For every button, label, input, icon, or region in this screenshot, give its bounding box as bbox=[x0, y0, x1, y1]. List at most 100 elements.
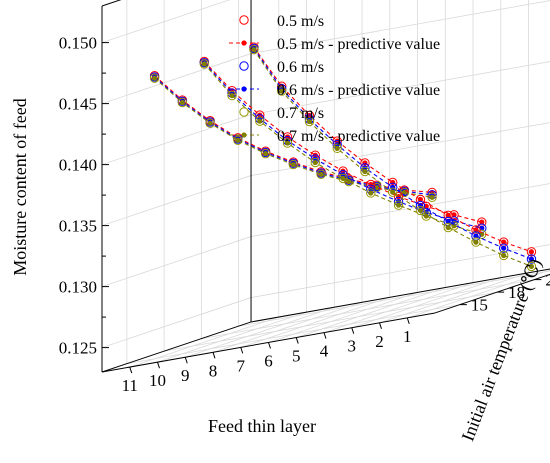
legend-label: 0.5 m/s bbox=[277, 13, 324, 30]
grid-layer bbox=[101, 0, 550, 368]
observed-point bbox=[415, 205, 426, 216]
predicted-point bbox=[318, 171, 324, 177]
axis-box-edge bbox=[101, 321, 252, 373]
predicted-point bbox=[445, 218, 451, 224]
y-tick-label: 15 bbox=[471, 296, 488, 315]
z-tick-label: 0.125 bbox=[59, 339, 97, 358]
observed-point bbox=[526, 247, 537, 257]
predicted-point bbox=[362, 165, 368, 171]
observed-point bbox=[393, 200, 404, 210]
observed-point bbox=[277, 86, 287, 96]
legend-label: 0.6 m/s - predictive value bbox=[277, 82, 440, 99]
legend-dot-swatch bbox=[241, 86, 247, 92]
predicted-point bbox=[306, 112, 313, 119]
legend-circle-swatch bbox=[239, 61, 249, 71]
x-tick-mark bbox=[240, 347, 244, 354]
axis-box-edge bbox=[101, 0, 122, 7]
predicted-point bbox=[257, 112, 263, 118]
predicted-point bbox=[528, 263, 535, 270]
axis-box-edge bbox=[250, 268, 550, 323]
observed-point bbox=[304, 116, 315, 127]
x-tick-label: 10 bbox=[149, 371, 166, 390]
predicted-point bbox=[362, 168, 368, 175]
predicted-point bbox=[340, 175, 346, 181]
predicted-point bbox=[362, 160, 368, 166]
observed-point bbox=[249, 44, 259, 55]
floor-gridline bbox=[164, 291, 498, 352]
x-tick-label: 6 bbox=[264, 351, 273, 370]
legend-dot-swatch bbox=[241, 40, 247, 46]
predicted-series-line bbox=[203, 62, 482, 229]
floor-gridline bbox=[126, 304, 460, 365]
predicted-point bbox=[417, 202, 424, 209]
side-wall-gridline bbox=[101, 175, 252, 226]
predicted-point bbox=[528, 256, 535, 262]
predicted-point bbox=[306, 118, 313, 125]
predicted-point bbox=[312, 156, 318, 162]
observed-point bbox=[205, 118, 215, 128]
predicted-point bbox=[501, 239, 507, 245]
observed-point bbox=[499, 250, 509, 261]
predicted-point bbox=[257, 118, 263, 124]
side-wall-gridline bbox=[101, 0, 231, 43]
predicted-point bbox=[473, 233, 479, 239]
predicted-point bbox=[279, 88, 285, 94]
y-axis-label: Initial air temperature (℃) bbox=[457, 256, 546, 444]
predicted-series-line bbox=[253, 49, 532, 267]
observed-point bbox=[282, 138, 293, 148]
z-tick-label: 0.135 bbox=[59, 217, 97, 236]
z-tick-label: 0.130 bbox=[59, 278, 97, 297]
predicted-point bbox=[479, 219, 485, 225]
observed-point bbox=[177, 97, 188, 108]
predicted-point bbox=[229, 92, 235, 99]
x-tick-mark bbox=[406, 317, 410, 325]
legend-label: 0.6 m/s bbox=[277, 59, 324, 76]
predicted-point bbox=[284, 140, 291, 146]
x-tick-label: 9 bbox=[181, 366, 190, 385]
predicted-point bbox=[312, 159, 318, 166]
predicted-point bbox=[445, 224, 451, 231]
legend-dot-swatch bbox=[241, 132, 247, 138]
predicted-point bbox=[395, 202, 402, 208]
x-tick-mark bbox=[295, 337, 299, 344]
x-tick-mark bbox=[351, 327, 355, 334]
predicted-point bbox=[417, 207, 424, 214]
y-tick-label: 21 bbox=[545, 271, 550, 290]
x-tick-label: 1 bbox=[403, 327, 412, 346]
observed-point bbox=[199, 59, 209, 69]
x-tick-label: 4 bbox=[320, 342, 329, 361]
x-tick-mark bbox=[323, 332, 327, 339]
predicted-point bbox=[312, 152, 318, 158]
x-tick-mark bbox=[379, 322, 382, 329]
x-tick-mark bbox=[184, 357, 188, 364]
side-wall-gridline bbox=[101, 114, 252, 165]
observed-point bbox=[526, 254, 537, 264]
predicted-point bbox=[251, 47, 257, 53]
predicted-point bbox=[429, 194, 435, 200]
floor-gridline bbox=[238, 270, 550, 327]
x-tick-label: 8 bbox=[209, 361, 218, 380]
y-tick-label: 18 bbox=[508, 283, 525, 302]
predicted-point bbox=[368, 190, 374, 196]
predicted-series-line bbox=[203, 63, 482, 235]
x-tick-label: 3 bbox=[348, 337, 357, 356]
predicted-point bbox=[179, 99, 185, 106]
predicted-point bbox=[368, 181, 374, 188]
predicted-point bbox=[395, 198, 402, 205]
observed-point bbox=[499, 243, 509, 253]
observed-point bbox=[366, 188, 376, 198]
x-tick-mark bbox=[268, 342, 271, 349]
legend-label: 0.5 m/s - predictive value bbox=[277, 36, 440, 53]
x-tick-label: 7 bbox=[237, 356, 246, 375]
x-tick-label: 5 bbox=[292, 347, 301, 366]
predicted-point bbox=[501, 252, 507, 259]
observed-point bbox=[310, 157, 320, 168]
axis-layer: 0.125 0.130 0.135 0.140 0.145 0.150 11 10 9 8 7 6 5 4… bbox=[59, 0, 550, 395]
z-axis-label: Moisture content of feed bbox=[10, 98, 30, 275]
z-tick-label: 0.150 bbox=[59, 34, 97, 53]
z-tick-label: 0.145 bbox=[59, 95, 97, 114]
predicted-point bbox=[207, 120, 213, 126]
x-axis-label: Feed thin layer bbox=[208, 416, 316, 436]
observed-point bbox=[360, 166, 370, 177]
